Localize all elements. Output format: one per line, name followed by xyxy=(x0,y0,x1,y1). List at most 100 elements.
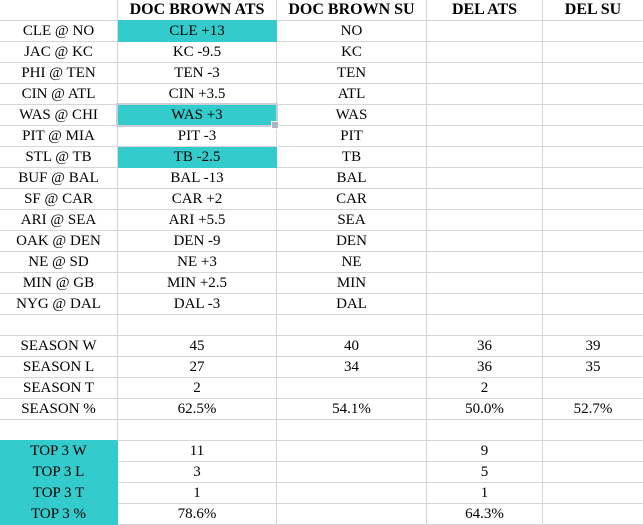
cell-season-doc-brown-su[interactable] xyxy=(277,378,427,399)
cell-doc-brown-ats-pick[interactable]: DEN -9 xyxy=(118,231,277,252)
cell-season-label[interactable]: SEASON T xyxy=(0,378,118,399)
cell-season-del-su[interactable]: 52.7% xyxy=(543,399,643,420)
cell-doc-brown-su-pick[interactable]: PIT xyxy=(277,126,427,147)
empty-cell[interactable] xyxy=(543,315,643,336)
cell-top3-del-su[interactable] xyxy=(543,483,643,504)
cell-del-su-pick[interactable] xyxy=(543,63,643,84)
empty-cell[interactable] xyxy=(118,315,277,336)
cell-del-ats-pick[interactable] xyxy=(427,252,543,273)
cell-matchup[interactable]: CIN @ ATL xyxy=(0,84,118,105)
cell-top3-doc-brown-ats[interactable]: 3 xyxy=(118,462,277,483)
fill-handle[interactable] xyxy=(271,121,279,129)
column-header-del-ats[interactable]: DEL ATS xyxy=(427,0,543,21)
empty-cell[interactable] xyxy=(543,420,643,441)
cell-del-ats-pick[interactable] xyxy=(427,63,543,84)
empty-cell[interactable] xyxy=(427,315,543,336)
cell-matchup[interactable]: NE @ SD xyxy=(0,252,118,273)
cell-season-del-su[interactable] xyxy=(543,378,643,399)
cell-del-ats-pick[interactable] xyxy=(427,231,543,252)
cell-del-su-pick[interactable] xyxy=(543,84,643,105)
cell-del-ats-pick[interactable] xyxy=(427,273,543,294)
cell-matchup[interactable]: PHI @ TEN xyxy=(0,63,118,84)
cell-matchup[interactable]: ARI @ SEA xyxy=(0,210,118,231)
cell-top3-del-ats[interactable]: 9 xyxy=(427,441,543,462)
cell-del-ats-pick[interactable] xyxy=(427,21,543,42)
cell-doc-brown-ats-pick[interactable]: BAL -13 xyxy=(118,168,277,189)
cell-del-su-pick[interactable] xyxy=(543,168,643,189)
cell-matchup[interactable]: PIT @ MIA xyxy=(0,126,118,147)
cell-doc-brown-ats-pick[interactable]: TB -2.5 xyxy=(118,147,277,168)
cell-doc-brown-su-pick[interactable]: KC xyxy=(277,42,427,63)
cell-del-su-pick[interactable] xyxy=(543,210,643,231)
corner-header-cell[interactable] xyxy=(0,0,118,21)
cell-doc-brown-ats-pick[interactable]: NE +3 xyxy=(118,252,277,273)
cell-doc-brown-su-pick[interactable]: MIN xyxy=(277,273,427,294)
cell-top3-doc-brown-ats[interactable]: 78.6% xyxy=(118,504,277,525)
cell-del-ats-pick[interactable] xyxy=(427,210,543,231)
cell-doc-brown-su-pick[interactable]: TEN xyxy=(277,63,427,84)
cell-doc-brown-ats-pick[interactable]: CIN +3.5 xyxy=(118,84,277,105)
cell-season-doc-brown-ats[interactable]: 45 xyxy=(118,336,277,357)
cell-doc-brown-su-pick[interactable]: NO xyxy=(277,21,427,42)
cell-season-del-ats[interactable]: 50.0% xyxy=(427,399,543,420)
cell-doc-brown-su-pick[interactable]: DAL xyxy=(277,294,427,315)
cell-matchup[interactable]: STL @ TB xyxy=(0,147,118,168)
cell-top3-label[interactable]: TOP 3 W xyxy=(0,441,118,462)
cell-matchup[interactable]: BUF @ BAL xyxy=(0,168,118,189)
empty-cell[interactable] xyxy=(118,420,277,441)
cell-season-label[interactable]: SEASON L xyxy=(0,357,118,378)
cell-doc-brown-ats-pick[interactable]: PIT -3 xyxy=(118,126,277,147)
column-header-del-su[interactable]: DEL SU xyxy=(543,0,643,21)
cell-top3-doc-brown-su[interactable] xyxy=(277,504,427,525)
cell-top3-doc-brown-su[interactable] xyxy=(277,462,427,483)
cell-del-ats-pick[interactable] xyxy=(427,42,543,63)
cell-doc-brown-ats-pick[interactable]: ARI +5.5 xyxy=(118,210,277,231)
cell-top3-del-ats[interactable]: 1 xyxy=(427,483,543,504)
cell-top3-doc-brown-ats[interactable]: 1 xyxy=(118,483,277,504)
cell-doc-brown-ats-pick[interactable]: KC -9.5 xyxy=(118,42,277,63)
cell-del-su-pick[interactable] xyxy=(543,105,643,126)
cell-season-doc-brown-ats[interactable]: 2 xyxy=(118,378,277,399)
cell-top3-label[interactable]: TOP 3 L xyxy=(0,462,118,483)
cell-season-doc-brown-su[interactable]: 54.1% xyxy=(277,399,427,420)
cell-matchup[interactable]: SF @ CAR xyxy=(0,189,118,210)
cell-season-label[interactable]: SEASON W xyxy=(0,336,118,357)
cell-doc-brown-su-pick[interactable]: SEA xyxy=(277,210,427,231)
cell-matchup[interactable]: WAS @ CHI xyxy=(0,105,118,126)
cell-season-del-ats[interactable]: 36 xyxy=(427,357,543,378)
empty-cell[interactable] xyxy=(277,315,427,336)
cell-top3-label[interactable]: TOP 3 % xyxy=(0,504,118,525)
cell-season-doc-brown-ats[interactable]: 27 xyxy=(118,357,277,378)
cell-doc-brown-ats-pick[interactable]: CLE +13 xyxy=(118,21,277,42)
cell-season-doc-brown-su[interactable]: 40 xyxy=(277,336,427,357)
cell-top3-del-su[interactable] xyxy=(543,504,643,525)
cell-del-ats-pick[interactable] xyxy=(427,168,543,189)
cell-top3-del-su[interactable] xyxy=(543,462,643,483)
cell-doc-brown-su-pick[interactable]: WAS xyxy=(277,105,427,126)
cell-del-su-pick[interactable] xyxy=(543,231,643,252)
cell-top3-doc-brown-su[interactable] xyxy=(277,483,427,504)
cell-season-del-su[interactable]: 35 xyxy=(543,357,643,378)
cell-matchup[interactable]: MIN @ GB xyxy=(0,273,118,294)
cell-del-ats-pick[interactable] xyxy=(427,294,543,315)
cell-matchup[interactable]: JAC @ KC xyxy=(0,42,118,63)
cell-del-ats-pick[interactable] xyxy=(427,147,543,168)
cell-doc-brown-su-pick[interactable]: NE xyxy=(277,252,427,273)
cell-del-su-pick[interactable] xyxy=(543,294,643,315)
cell-matchup[interactable]: CLE @ NO xyxy=(0,21,118,42)
cell-season-del-su[interactable]: 39 xyxy=(543,336,643,357)
cell-doc-brown-ats-pick-selected[interactable]: WAS +3 xyxy=(118,105,277,126)
column-header-doc-brown-ats[interactable]: DOC BROWN ATS xyxy=(118,0,277,21)
cell-doc-brown-ats-pick[interactable]: CAR +2 xyxy=(118,189,277,210)
cell-del-su-pick[interactable] xyxy=(543,189,643,210)
cell-top3-del-su[interactable] xyxy=(543,441,643,462)
cell-del-su-pick[interactable] xyxy=(543,42,643,63)
cell-top3-del-ats[interactable]: 64.3% xyxy=(427,504,543,525)
cell-top3-doc-brown-su[interactable] xyxy=(277,441,427,462)
cell-del-ats-pick[interactable] xyxy=(427,105,543,126)
cell-season-doc-brown-ats[interactable]: 62.5% xyxy=(118,399,277,420)
cell-del-su-pick[interactable] xyxy=(543,147,643,168)
cell-doc-brown-su-pick[interactable]: CAR xyxy=(277,189,427,210)
cell-doc-brown-ats-pick[interactable]: TEN -3 xyxy=(118,63,277,84)
cell-doc-brown-ats-pick[interactable]: DAL -3 xyxy=(118,294,277,315)
